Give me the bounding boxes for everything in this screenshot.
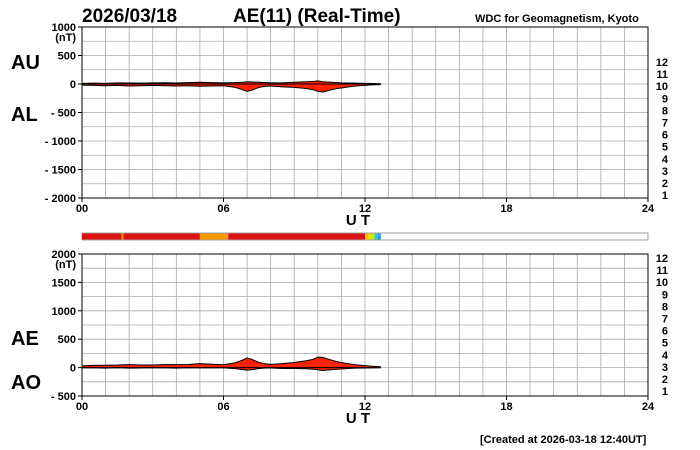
series-line-AE bbox=[81, 356, 381, 368]
y-tick-label: 0 bbox=[70, 363, 76, 375]
scale-label-6: 6 bbox=[662, 130, 668, 142]
unit-label: (nT) bbox=[55, 32, 76, 44]
scale-label-8: 8 bbox=[662, 301, 668, 313]
data-coverage-bar bbox=[81, 232, 649, 241]
x-tick-label: 06 bbox=[217, 203, 229, 215]
coverage-segment bbox=[365, 233, 370, 240]
chart-title: AE(11) (Real-Time) bbox=[233, 6, 401, 27]
scale-label-11: 11 bbox=[656, 265, 668, 277]
created-label: [Created at 2026-03-18 12:40UT] bbox=[480, 434, 647, 446]
scale-label-7: 7 bbox=[662, 314, 668, 326]
y-tick-label: - 1500 bbox=[45, 165, 76, 177]
coverage-segment bbox=[199, 233, 229, 240]
series-label-upper: AU bbox=[11, 52, 40, 74]
coverage-segment bbox=[369, 233, 375, 240]
x-tick-label: 12 bbox=[359, 401, 371, 413]
coverage-segment bbox=[374, 233, 378, 240]
y-tick-label: - 500 bbox=[51, 108, 76, 120]
series-line-AL bbox=[81, 84, 381, 93]
scale-label-12: 12 bbox=[656, 57, 668, 69]
x-axis-label: U T bbox=[346, 410, 370, 427]
scale-label-1: 1 bbox=[662, 190, 668, 202]
x-tick-label: 24 bbox=[642, 401, 655, 413]
coverage-segment bbox=[123, 233, 200, 240]
y-tick-label: - 2000 bbox=[45, 193, 76, 205]
y-tick-label: 1000 bbox=[52, 22, 76, 34]
scale-label-6: 6 bbox=[662, 326, 668, 338]
scale-label-10: 10 bbox=[656, 81, 668, 93]
coverage-segment bbox=[121, 233, 124, 240]
x-tick-label: 18 bbox=[500, 203, 512, 215]
au-al-panel: 1000 500 0 - 500 - 1000 - 1500 - 2000 (nT) 00 06 1… bbox=[11, 22, 655, 229]
coverage-segment bbox=[228, 233, 365, 240]
scale-label-4: 4 bbox=[662, 350, 669, 362]
x-tick-label: 00 bbox=[76, 203, 88, 215]
series-label-lower: AO bbox=[11, 372, 41, 394]
coverage-segment bbox=[377, 233, 381, 240]
scale-label-2: 2 bbox=[662, 178, 668, 190]
scale-label-5: 5 bbox=[662, 142, 668, 154]
scale-label-8: 8 bbox=[662, 105, 668, 117]
x-tick-label: 18 bbox=[500, 401, 512, 413]
scale-label-12: 12 bbox=[656, 253, 668, 265]
unit-label: (nT) bbox=[55, 259, 76, 271]
y-tick-label: - 500 bbox=[51, 391, 76, 403]
y-tick-label: 0 bbox=[70, 79, 76, 91]
source-label: WDC for Geomagnetism, Kyoto bbox=[475, 13, 639, 25]
scale-label-9: 9 bbox=[662, 289, 668, 301]
scale-label-5: 5 bbox=[662, 338, 668, 350]
series-label-upper: AE bbox=[11, 328, 39, 350]
ae-ao-panel: 2000 1500 1000 500 0 - 500 (nT) 00 06 12 18 24 U T AE… bbox=[11, 249, 655, 427]
date-label: 2026/03/18 bbox=[82, 6, 177, 27]
scale-label-1: 1 bbox=[662, 386, 668, 398]
scale-label-2: 2 bbox=[662, 374, 668, 386]
coverage-segment bbox=[82, 233, 122, 240]
scale-label-3: 3 bbox=[662, 166, 668, 178]
y-tick-label: 2000 bbox=[52, 249, 76, 261]
y-tick-label: - 1000 bbox=[45, 136, 76, 148]
x-tick-label: 24 bbox=[642, 203, 655, 215]
y-tick-label: 1000 bbox=[52, 306, 76, 318]
x-tick-label: 12 bbox=[359, 203, 371, 215]
scale-label-3: 3 bbox=[662, 362, 668, 374]
scale-label-10: 10 bbox=[656, 277, 668, 289]
series-line-AU bbox=[81, 80, 381, 85]
x-axis-label: U T bbox=[346, 212, 370, 229]
x-tick-label: 00 bbox=[76, 401, 88, 413]
scale-label-9: 9 bbox=[662, 93, 668, 105]
series-label-lower: AL bbox=[11, 104, 38, 126]
y-tick-label: 500 bbox=[58, 51, 76, 63]
x-tick-label: 06 bbox=[217, 401, 229, 413]
scale-label-11: 11 bbox=[656, 69, 668, 81]
y-tick-label: 500 bbox=[58, 334, 76, 346]
scale-label-7: 7 bbox=[662, 118, 668, 130]
y-tick-label: 1500 bbox=[52, 277, 76, 289]
scale-label-4: 4 bbox=[662, 154, 669, 166]
